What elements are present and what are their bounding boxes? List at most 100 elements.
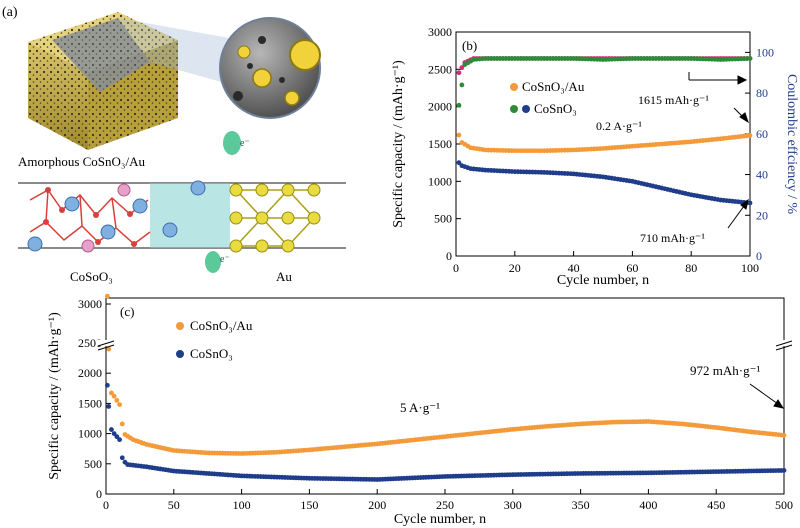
c-xtick-label: 500 (775, 498, 793, 512)
b-y2label: Coulombic effciency / % (784, 74, 799, 214)
b-point (456, 70, 462, 76)
c-point (119, 455, 125, 461)
b-point (456, 102, 462, 108)
b-ylabel: Specific capacity / (mAh·g⁻¹) (391, 60, 406, 228)
b-y2tick-label: 80 (756, 86, 768, 100)
c-arrow (749, 383, 785, 409)
b-xtick-label: 80 (685, 261, 697, 275)
legend-b-swatch-ce (510, 105, 518, 113)
c-point (119, 421, 125, 427)
b-annot-710: 710 mAh·g⁻¹ (640, 231, 705, 245)
b-point (747, 56, 753, 61)
c-point (781, 468, 787, 473)
c-point (111, 393, 117, 399)
c-xtick-label: 300 (504, 498, 522, 512)
electron-blobs: e⁻ e⁻ (205, 131, 250, 273)
b-annot-1615: 1615 mAh·g⁻¹ (638, 93, 709, 107)
right-material-label: Au (276, 269, 292, 284)
b-ytick-label: 1500 (428, 137, 452, 151)
legend-b-label-cosno: CoSnO₃ (534, 101, 577, 116)
c-ytick-label: 500 (84, 457, 102, 471)
c-xtick-label: 100 (233, 498, 251, 512)
b-point (456, 132, 462, 138)
legend-b-swatch-au (510, 83, 518, 91)
c-axis-break (96, 340, 794, 351)
c-xlabel: Cycle number, n (394, 512, 486, 527)
b-xlabel: Cycle number, n (557, 273, 649, 288)
c-xtick-label: 200 (368, 498, 386, 512)
b-annot-rate: 0.2 A·g⁻¹ (596, 119, 642, 133)
c-xtick-label: 400 (639, 498, 657, 512)
legend-b-swatch-cosno (522, 105, 530, 113)
panel-c-label: (c) (120, 304, 134, 319)
zoom-lines (118, 18, 250, 90)
left-material-label: CoSoO₃ (70, 269, 113, 284)
c-point (117, 402, 122, 408)
electron-label-top: e⁻ (240, 138, 250, 149)
c-point (104, 382, 110, 388)
c-ytick-label: 2000 (78, 366, 102, 380)
legend-c-swatch-cosno (176, 350, 184, 358)
c-point (104, 293, 110, 299)
panel-a-label: (a) (2, 5, 18, 20)
c-point (117, 437, 122, 443)
chart-panel-b: (b) 0 500 1000 1500 2000 2500 3000 0 20 40 60 80 10… (391, 25, 799, 288)
c-point (114, 397, 120, 403)
legend-c-swatch-au (176, 322, 184, 330)
b-ytick-label: 2000 (428, 100, 452, 114)
c-point (109, 390, 114, 396)
interface-structure (18, 180, 346, 253)
c-series-1 (104, 382, 787, 482)
c-annot-972: 972 mAh·g⁻¹ (690, 363, 760, 378)
c-point (106, 346, 112, 352)
b-ytick-label: 500 (434, 212, 452, 226)
c-point (109, 427, 114, 432)
porous-cube (28, 12, 178, 150)
b-series-1 (456, 160, 753, 206)
c-ytick-label: 2500 (78, 336, 102, 350)
c-ytick-label: 0 (96, 487, 102, 501)
b-xtick-label: 60 (626, 261, 638, 275)
b-ytick-label: 1000 (428, 174, 452, 188)
b-y2tick-label: 100 (756, 45, 774, 59)
b-y2tick-label: 0 (756, 249, 762, 263)
b-xtick-label: 20 (509, 261, 521, 275)
b-point (459, 82, 465, 88)
chart-panel-c: (c) 0 500 1000 1500 2000 2500 3000 0 50 100 150 20… (47, 293, 794, 527)
b-y2tick-label: 20 (756, 208, 768, 222)
c-annot-rate: 5 A·g⁻¹ (400, 400, 440, 415)
b-ytick-label: 3000 (428, 25, 452, 39)
b-xtick-label: 0 (453, 261, 459, 275)
c-xtick-label: 350 (572, 498, 590, 512)
b-xtick-label: 100 (741, 261, 759, 275)
c-xtick-label: 150 (300, 498, 318, 512)
b-series-0 (456, 132, 753, 154)
panel-a-caption: Amorphous CoSnO₃/Au (18, 154, 145, 169)
c-ylabel: Specific capacity / (mAh·g⁻¹) (47, 312, 62, 480)
schematic-panel-a: (a) e⁻ e⁻ Amorphous CoSnO₃/Au (2, 5, 346, 284)
electron-label-bottom: e⁻ (220, 254, 230, 265)
zoom-sphere (219, 17, 321, 119)
panel-b-label: (b) (462, 38, 477, 53)
b-point (747, 200, 753, 206)
b-y2tick-label: 40 (756, 168, 768, 182)
c-xtick-label: 50 (168, 498, 180, 512)
legend-c-label-cosno: CoSnO₃ (190, 346, 233, 361)
c-point (781, 432, 787, 438)
c-ytick-label: 1000 (78, 427, 102, 441)
c-ytick-label: 3000 (78, 297, 102, 311)
legend-c-label-au: CoSnO₃/Au (190, 318, 253, 333)
b-point (456, 160, 462, 166)
c-series-0 (104, 293, 787, 456)
b-y2tick-label: 60 (756, 127, 768, 141)
c-point (106, 404, 112, 409)
legend-b-label-au: CoSnO₃/Au (522, 79, 585, 94)
b-xtick-label: 40 (568, 261, 580, 275)
b-point (459, 65, 465, 71)
b-ytick-label: 2500 (428, 62, 452, 76)
plot-area-b (455, 31, 751, 257)
legend-c: CoSnO₃/Au CoSnO₃ (176, 318, 253, 361)
b-point (747, 133, 753, 138)
b-arrows (688, 72, 749, 229)
c-xtick-label: 250 (436, 498, 454, 512)
